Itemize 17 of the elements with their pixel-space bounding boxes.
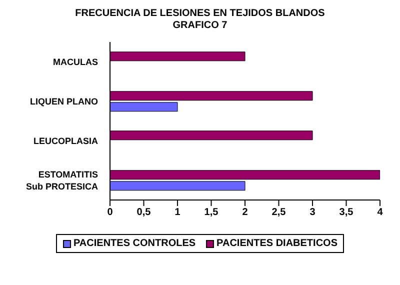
x-tick-label: 0,5 xyxy=(136,207,152,218)
legend-label: PACIENTES CONTROLES xyxy=(72,238,196,249)
y-tick-label: LIQUEN PLANO xyxy=(30,96,98,106)
y-tick-label: LEUCOPLASIA xyxy=(33,136,98,146)
y-tick-label: MACULAS xyxy=(53,56,98,67)
x-tick-label: 3,5 xyxy=(339,207,354,218)
x-tick-label: 2,5 xyxy=(272,207,286,218)
x-tick-label: 1,5 xyxy=(204,207,219,218)
x-tick-label: 0 xyxy=(107,207,114,218)
x-tick-label: 3 xyxy=(310,207,316,218)
legend-label: PACIENTES DIABETICOS xyxy=(216,238,338,249)
chart-title: FRECUENCIA DE LESIONES EN TEJIDOS BLANDOS xyxy=(74,8,326,20)
x-tick-label: 4 xyxy=(377,207,384,218)
x-tick-label: 1 xyxy=(174,207,181,218)
x-tick-label: 2 xyxy=(242,207,248,218)
y-tick-label: ESTOMATITIS Sub PROTESICA xyxy=(26,169,98,192)
chart-subtitle: GRAFICO 7 xyxy=(172,20,228,32)
